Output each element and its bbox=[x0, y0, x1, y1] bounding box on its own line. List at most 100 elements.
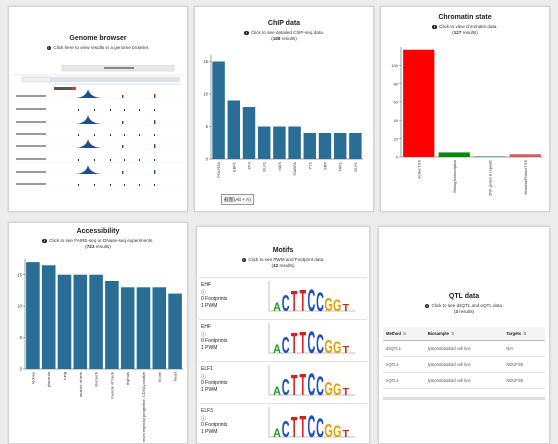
logo-letter: C bbox=[316, 287, 324, 315]
bar[interactable] bbox=[105, 281, 119, 369]
accessibility-panel[interactable]: Accessibility i Click to see FAIRE-seq o… bbox=[8, 222, 188, 444]
logo-letter: T bbox=[342, 345, 349, 356]
bar[interactable] bbox=[57, 274, 72, 369]
bar[interactable] bbox=[168, 293, 182, 369]
logo-letter: G bbox=[333, 296, 341, 315]
logo-letter: T bbox=[291, 369, 298, 399]
genome-browser-track-view[interactable] bbox=[14, 65, 184, 195]
logo-letter: A bbox=[273, 386, 281, 398]
qtl-panel[interactable]: QTL data i Click to see dsQTL and eQTL d… bbox=[378, 226, 550, 444]
motif-name: ELF3 bbox=[201, 408, 213, 414]
logo-letter: G bbox=[333, 380, 341, 399]
chromatin-bar-chart[interactable]: 0 20 40 60 80 100 Active TSS Strong transcripti… bbox=[383, 45, 549, 212]
bar[interactable] bbox=[227, 100, 241, 160]
info-icon: i bbox=[424, 303, 430, 309]
motif-pwm: 1 PWM bbox=[201, 303, 218, 309]
bar[interactable] bbox=[26, 262, 40, 369]
y-tick-label: 0 bbox=[206, 157, 209, 162]
info-circle-icon[interactable]: ⓘ bbox=[201, 416, 207, 422]
chromatin-state-subtitle[interactable]: i Click to view chromatin data. (127 res… bbox=[432, 24, 498, 35]
y-tick-label: 0 bbox=[20, 367, 23, 372]
table-header-row: Method ⇅ Biosample ⇅ Targets ⇅ bbox=[383, 327, 545, 341]
x-tick-label: B cell bbox=[157, 372, 162, 382]
bar[interactable] bbox=[318, 133, 332, 159]
logo-letter: G bbox=[333, 422, 341, 441]
bar[interactable] bbox=[333, 133, 347, 159]
bar[interactable] bbox=[242, 107, 256, 159]
info-circle-icon[interactable]: ⓘ bbox=[201, 332, 207, 338]
bar[interactable] bbox=[438, 152, 470, 157]
bar[interactable] bbox=[349, 133, 362, 159]
feature-mark bbox=[124, 159, 125, 161]
feature-mark bbox=[94, 184, 95, 186]
y-tick-label: 100 bbox=[391, 63, 398, 68]
accessibility-bar-chart[interactable]: 0 5 10 15 kidney placenta lung muscle of arm sto… bbox=[11, 257, 187, 442]
table-cell: dsQTLs bbox=[383, 340, 425, 357]
x-tick-label: ELF1 bbox=[353, 161, 358, 171]
bar[interactable] bbox=[474, 156, 506, 157]
column-header-targets[interactable]: Targets ⇅ bbox=[503, 327, 545, 341]
bar[interactable] bbox=[288, 126, 301, 160]
table-row: eQTLs lymphoblastoid cell line NDUFS5 bbox=[383, 372, 545, 389]
bar[interactable] bbox=[41, 265, 56, 369]
bar[interactable] bbox=[136, 287, 151, 369]
genome-browser-panel[interactable]: Genome browser i Click here to view resu… bbox=[8, 6, 188, 212]
feature-mark bbox=[124, 109, 125, 111]
table-cell: NDUFS5 bbox=[503, 372, 545, 389]
logo-letter: C bbox=[282, 289, 290, 315]
logo-letter: T bbox=[291, 285, 298, 315]
genome-browser-subtitle[interactable]: i Click here to view results in a genome… bbox=[46, 45, 150, 51]
bar[interactable] bbox=[303, 133, 317, 159]
qtl-table: Method ⇅ Biosample ⇅ Targets ⇅ dsQTLs lymph… bbox=[383, 327, 545, 389]
info-circle-icon[interactable]: ⓘ bbox=[201, 290, 207, 296]
feature-mark bbox=[139, 159, 140, 161]
y-tick-label: 0 bbox=[396, 155, 399, 160]
signal-peak bbox=[154, 144, 156, 148]
column-header-method[interactable]: Method ⇅ bbox=[383, 327, 425, 341]
bar[interactable] bbox=[120, 287, 135, 369]
logo-letter: A bbox=[273, 344, 281, 356]
bar[interactable] bbox=[152, 287, 167, 369]
x-tick-label: thymus bbox=[125, 372, 130, 385]
chromatin-state-panel[interactable]: Chromatin state i Click to view chromati… bbox=[380, 6, 550, 212]
logo-letter: A bbox=[273, 428, 281, 440]
logo-letter: C bbox=[308, 325, 316, 357]
table-cell: eQTLs bbox=[383, 356, 425, 373]
table-row: dsQTLs lymphoblastoid cell line N/A bbox=[383, 340, 545, 357]
info-circle-icon[interactable]: ⓘ bbox=[201, 374, 207, 380]
bar[interactable] bbox=[89, 274, 103, 369]
logo-letter: T bbox=[300, 283, 307, 315]
bar[interactable] bbox=[212, 61, 225, 160]
horizontal-scrollbar[interactable] bbox=[383, 397, 545, 400]
track-label bbox=[16, 171, 46, 173]
signal-peak bbox=[122, 95, 124, 98]
bar[interactable] bbox=[509, 154, 541, 157]
y-tick-label: 40 bbox=[394, 118, 399, 123]
info-icon: i bbox=[241, 257, 247, 263]
logo-letter: G bbox=[324, 337, 332, 357]
qtl-subtitle[interactable]: i Click to see dsQTL and eQTL data. (3 r… bbox=[424, 303, 504, 314]
chip-data-subtitle[interactable]: i Click to see detailed ChIP-seq data. (… bbox=[244, 30, 324, 41]
chip-bar-chart[interactable]: 0 5 10 15 POLR2A EBF1 ZFX ELF1 MAX GABPA YY1 SRF TAF… bbox=[197, 53, 373, 203]
column-header-biosample[interactable]: Biosample ⇅ bbox=[424, 327, 504, 341]
feature-mark bbox=[94, 109, 95, 111]
bar[interactable] bbox=[403, 49, 435, 157]
feature-mark bbox=[78, 184, 79, 186]
motifs-subtitle[interactable]: i Click to see PWM and Footprint data. (… bbox=[241, 257, 325, 268]
info-icon: i bbox=[46, 45, 52, 51]
bar[interactable] bbox=[73, 274, 88, 369]
track-label bbox=[16, 133, 46, 135]
accessibility-subtitle[interactable]: i Click to see FAIRE-seq or DNase-seq ex… bbox=[42, 238, 154, 249]
bar[interactable] bbox=[273, 126, 286, 160]
motifs-panel[interactable]: Motifs i Click to see PWM and Footprint … bbox=[196, 226, 370, 444]
signal-peak bbox=[122, 171, 124, 174]
bar[interactable] bbox=[257, 126, 271, 160]
x-tick-label: placenta bbox=[46, 371, 51, 387]
chip-data-panel[interactable]: ChIP data i Click to see detailed ChIP-s… bbox=[194, 6, 374, 212]
